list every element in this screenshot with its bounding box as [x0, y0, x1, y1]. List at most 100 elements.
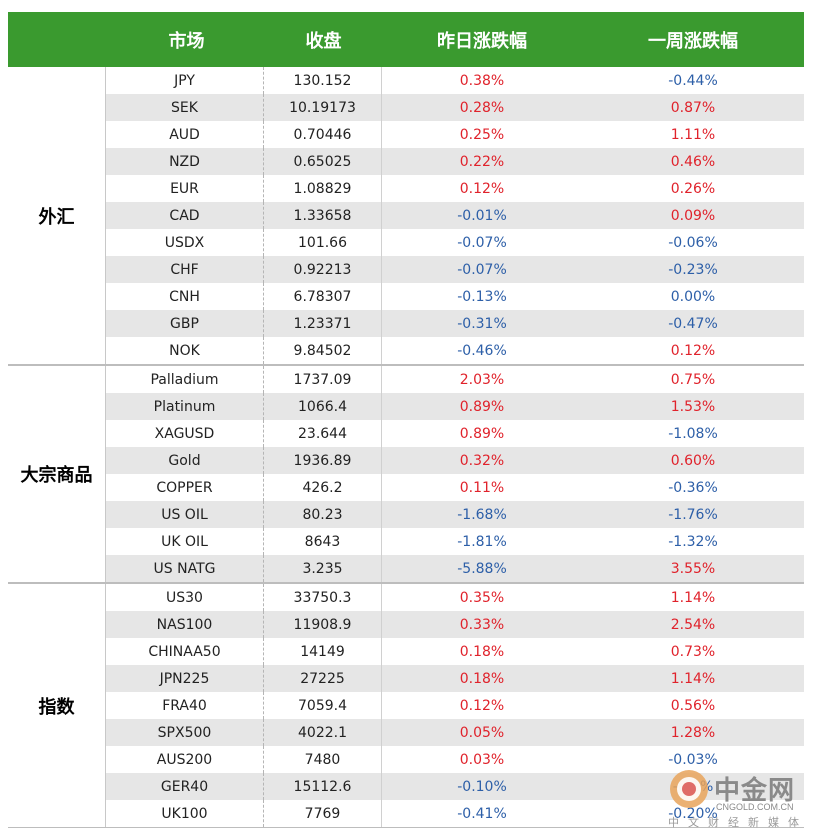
weekly-change-cell: 0.60%: [670, 452, 716, 469]
daily-change-cell: -0.07%: [457, 261, 507, 278]
table-section: 大宗商品 Palladium 1737.09 2.03% 0.75% Platinum 10…: [8, 364, 804, 582]
daily-change-cell: -1.68%: [457, 506, 507, 523]
watermark-slogan: 中文财经新媒体: [668, 816, 808, 829]
market-name-cell: Gold: [106, 447, 264, 474]
table-row: CNH 6.78307 -0.13% 0.00%: [106, 283, 804, 310]
cngold-logo-icon: [670, 770, 708, 808]
daily-change-cell: 0.33%: [459, 616, 505, 633]
table-row: Platinum 1066.4 0.89% 1.53%: [106, 393, 804, 420]
table-row: XAGUSD 23.644 0.89% -1.08%: [106, 420, 804, 447]
close-cell: 14149: [264, 638, 382, 665]
weekly-change-cell: 1.14%: [670, 589, 716, 606]
daily-change-cell: 0.18%: [459, 643, 505, 660]
weekly-change-cell: -0.47%: [668, 315, 718, 332]
market-name-cell: US NATG: [106, 555, 264, 582]
table-row: AUS200 7480 0.03% -0.03%: [106, 746, 804, 773]
weekly-change-cell: 1.11%: [670, 126, 716, 143]
market-name-cell: AUS200: [106, 746, 264, 773]
weekly-change-cell: -1.76%: [668, 506, 718, 523]
close-cell: 3.235: [264, 555, 382, 582]
close-cell: 15112.6: [264, 773, 382, 800]
table-row: FRA40 7059.4 0.12% 0.56%: [106, 692, 804, 719]
weekly-change-cell: 0.09%: [670, 207, 716, 224]
table-row: NOK 9.84502 -0.46% 0.12%: [106, 337, 804, 364]
weekly-change-cell: 0.87%: [670, 99, 716, 116]
weekly-change-cell: 0.12%: [670, 342, 716, 359]
market-name-cell: Palladium: [106, 366, 264, 393]
daily-change-cell: 0.28%: [459, 99, 505, 116]
weekly-change-cell: -0.44%: [668, 72, 718, 89]
market-name-cell: CHINAA50: [106, 638, 264, 665]
weekly-change-cell: 3.55%: [670, 560, 716, 577]
section-rows: Palladium 1737.09 2.03% 0.75% Platinum 1066.4…: [106, 366, 804, 582]
market-name-cell: CNH: [106, 283, 264, 310]
market-name-cell: SPX500: [106, 719, 264, 746]
daily-change-cell: 0.89%: [459, 398, 505, 415]
close-cell: 0.92213: [264, 256, 382, 283]
weekly-change-cell: -0.06%: [668, 234, 718, 251]
close-cell: 4022.1: [264, 719, 382, 746]
header-weekly-change: 一周涨跌幅: [648, 30, 738, 52]
close-cell: 130.152: [264, 67, 382, 94]
table-row: CHF 0.92213 -0.07% -0.23%: [106, 256, 804, 283]
table-row: Palladium 1737.09 2.03% 0.75%: [106, 366, 804, 393]
close-cell: 9.84502: [264, 337, 382, 364]
cngold-watermark: 中金网 CNGOLD.COM.CN 中文财经新媒体: [668, 768, 818, 830]
weekly-change-cell: 2.54%: [670, 616, 716, 633]
daily-change-cell: -0.41%: [457, 805, 507, 822]
close-cell: 1066.4: [264, 393, 382, 420]
weekly-change-cell: -0.36%: [668, 479, 718, 496]
close-cell: 7480: [264, 746, 382, 773]
table-row: NZD 0.65025 0.22% 0.46%: [106, 148, 804, 175]
daily-change-cell: -0.13%: [457, 288, 507, 305]
market-name-cell: UK100: [106, 800, 264, 827]
watermark-title: 中金网: [714, 776, 796, 806]
close-cell: 1.33658: [264, 202, 382, 229]
market-name-cell: NZD: [106, 148, 264, 175]
table-row: CHINAA50 14149 0.18% 0.73%: [106, 638, 804, 665]
weekly-change-cell: 1.14%: [670, 670, 716, 687]
weekly-change-cell: 0.75%: [670, 371, 716, 388]
daily-change-cell: 0.32%: [459, 452, 505, 469]
daily-change-cell: 0.25%: [459, 126, 505, 143]
section-rows: JPY 130.152 0.38% -0.44% SEK 10.19173 0.28% 0.8…: [106, 67, 804, 364]
market-name-cell: Platinum: [106, 393, 264, 420]
daily-change-cell: 0.35%: [459, 589, 505, 606]
daily-change-cell: 2.03%: [459, 371, 505, 388]
close-cell: 1737.09: [264, 366, 382, 393]
weekly-change-cell: -0.03%: [668, 751, 718, 768]
market-name-cell: USDX: [106, 229, 264, 256]
daily-change-cell: 0.11%: [459, 479, 505, 496]
table-row: US OIL 80.23 -1.68% -1.76%: [106, 501, 804, 528]
table-row: COPPER 426.2 0.11% -0.36%: [106, 474, 804, 501]
market-name-cell: US30: [106, 584, 264, 611]
section-rows: US30 33750.3 0.35% 1.14% NAS100 11908.9 0.33% 2…: [106, 584, 804, 827]
table-row: GBP 1.23371 -0.31% -0.47%: [106, 310, 804, 337]
section-label: 外汇: [8, 67, 106, 364]
market-name-cell: CAD: [106, 202, 264, 229]
close-cell: 11908.9: [264, 611, 382, 638]
weekly-change-cell: 0.46%: [670, 153, 716, 170]
header-daily-change: 昨日涨跌幅: [437, 30, 527, 52]
close-cell: 1.23371: [264, 310, 382, 337]
close-cell: 23.644: [264, 420, 382, 447]
market-name-cell: SEK: [106, 94, 264, 121]
close-cell: 33750.3: [264, 584, 382, 611]
weekly-change-cell: 0.56%: [670, 697, 716, 714]
daily-change-cell: -0.46%: [457, 342, 507, 359]
market-name-cell: AUD: [106, 121, 264, 148]
daily-change-cell: 0.38%: [459, 72, 505, 89]
section-label: 大宗商品: [8, 366, 106, 582]
weekly-change-cell: -1.32%: [668, 533, 718, 550]
daily-change-cell: -0.07%: [457, 234, 507, 251]
close-cell: 10.19173: [264, 94, 382, 121]
close-cell: 8643: [264, 528, 382, 555]
daily-change-cell: -0.10%: [457, 778, 507, 795]
market-name-cell: COPPER: [106, 474, 264, 501]
market-name-cell: CHF: [106, 256, 264, 283]
daily-change-cell: 0.18%: [459, 670, 505, 687]
table-row: US30 33750.3 0.35% 1.14%: [106, 584, 804, 611]
daily-change-cell: 0.05%: [459, 724, 505, 741]
market-name-cell: XAGUSD: [106, 420, 264, 447]
close-cell: 1.08829: [264, 175, 382, 202]
